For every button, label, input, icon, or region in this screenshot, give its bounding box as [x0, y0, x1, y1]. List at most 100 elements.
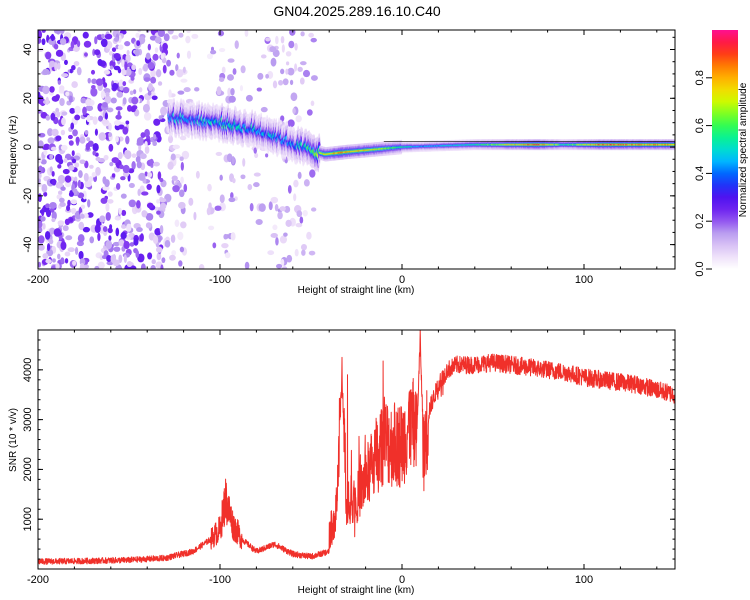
heatmap-cell [144, 141, 148, 148]
heatmap-cell [112, 241, 121, 247]
heatmap-cell [113, 52, 121, 60]
heatmap-cell [126, 49, 130, 56]
heatmap-cell [180, 176, 184, 184]
heatmap-cell [182, 66, 186, 74]
heatmap-cell [38, 235, 45, 244]
heatmap-cell [95, 166, 101, 176]
heatmap-cell [86, 114, 91, 123]
heatmap-cell [94, 265, 100, 269]
heatmap-cell [242, 158, 246, 167]
heatmap-cell [82, 31, 89, 39]
x-tick-label: -100 [209, 274, 231, 286]
heatmap-cell [265, 37, 271, 42]
heatmap-cell [232, 177, 236, 184]
heatmap-cell [240, 174, 246, 180]
heatmap-cell [71, 81, 78, 88]
heatmap-cell [294, 248, 299, 257]
heatmap-cell [74, 114, 81, 121]
heatmap-cell [162, 42, 168, 51]
heatmap-cell [161, 257, 166, 264]
colorbar-tick-label: 0.4 [694, 166, 706, 181]
heatmap-cell [123, 240, 130, 250]
heatmap-cell [92, 116, 98, 125]
heatmap-cell [61, 73, 69, 78]
heatmap-cell [114, 216, 122, 221]
heatmap-cell [290, 92, 298, 102]
heatmap-cell [295, 115, 302, 123]
heatmap-cell [293, 179, 299, 188]
heatmap-cell [108, 235, 112, 241]
heatmap-cell [83, 52, 88, 57]
heatmap-cell [83, 172, 89, 182]
heatmap-cell [228, 197, 236, 203]
heatmap-cell [60, 241, 67, 250]
heatmap-cell [85, 98, 92, 107]
heatmap-cell [183, 183, 188, 193]
heatmap-cell [306, 231, 312, 240]
heatmap-cell [138, 36, 146, 45]
heatmap-cell [118, 239, 125, 247]
heatmap-cell [103, 69, 111, 75]
heatmap-cell [106, 255, 112, 263]
heatmap-cell [128, 199, 137, 208]
heatmap-cell [138, 87, 143, 93]
heatmap-cell [95, 78, 104, 86]
heatmap-cell [228, 95, 236, 103]
heatmap-cell [279, 206, 286, 212]
heatmap-cell [255, 218, 263, 225]
heatmap-cell [101, 119, 109, 125]
heatmap-cell [310, 75, 318, 81]
heatmap-cell [122, 86, 130, 94]
heatmap-cells [38, 30, 675, 269]
heatmap-cell [124, 61, 128, 71]
colorbar-tick-label: 0.8 [694, 70, 706, 85]
heatmap-cell [270, 233, 278, 238]
heatmap-cell [141, 210, 148, 218]
snr-panel: -200 -100 0 100 1000 2000 3000 4000 Height of … [8, 329, 676, 596]
y-tick-label: 40 [22, 43, 34, 55]
heatmap-cell [287, 67, 295, 76]
heatmap-cell [87, 77, 91, 84]
heatmap-cell [82, 226, 91, 233]
heatmap-cell [82, 190, 87, 200]
heatmap-cell [38, 220, 43, 229]
heatmap-cell [172, 144, 180, 150]
heatmap-cell [79, 159, 86, 165]
heatmap-cell [38, 37, 42, 44]
heatmap-cell [260, 54, 267, 59]
heatmap-cell [87, 212, 94, 218]
heatmap-cell [156, 252, 162, 261]
heatmap-cell [111, 157, 120, 164]
heatmap-cell [58, 197, 65, 203]
heatmap-cell [92, 150, 97, 156]
heatmap-cell [45, 51, 52, 60]
heatmap-cell [90, 69, 96, 75]
heatmap-cell [292, 107, 296, 114]
x-tick-label: -100 [209, 574, 231, 586]
heatmap-cell [98, 132, 107, 141]
heatmap-cell [80, 204, 86, 210]
heatmap-cell [70, 40, 75, 49]
heatmap-cell [49, 166, 53, 173]
heatmap-cell [57, 80, 62, 85]
heatmap-cell [122, 97, 127, 105]
heatmap-cell [157, 30, 166, 38]
heatmap-cell [110, 254, 117, 264]
heatmap-cell [207, 183, 212, 192]
heatmap-cell [142, 63, 149, 72]
heatmap-cell [227, 87, 232, 97]
heatmap-cell [75, 136, 80, 144]
heatmap-cell [672, 143, 675, 146]
snr-y-ticks: 1000 2000 3000 4000 [22, 329, 675, 560]
heatmap-cell [117, 110, 121, 118]
heatmap-cell [147, 91, 152, 96]
heatmap-cell [118, 79, 124, 89]
heatmap-ylabel: Frequency (Hz) [8, 116, 19, 185]
heatmap-cell [83, 264, 90, 269]
heatmap-cell [198, 264, 205, 269]
x-tick-label: -200 [27, 274, 49, 286]
heatmap-cell [60, 186, 66, 191]
heatmap-cell [287, 185, 292, 194]
heatmap-cell [193, 211, 197, 221]
